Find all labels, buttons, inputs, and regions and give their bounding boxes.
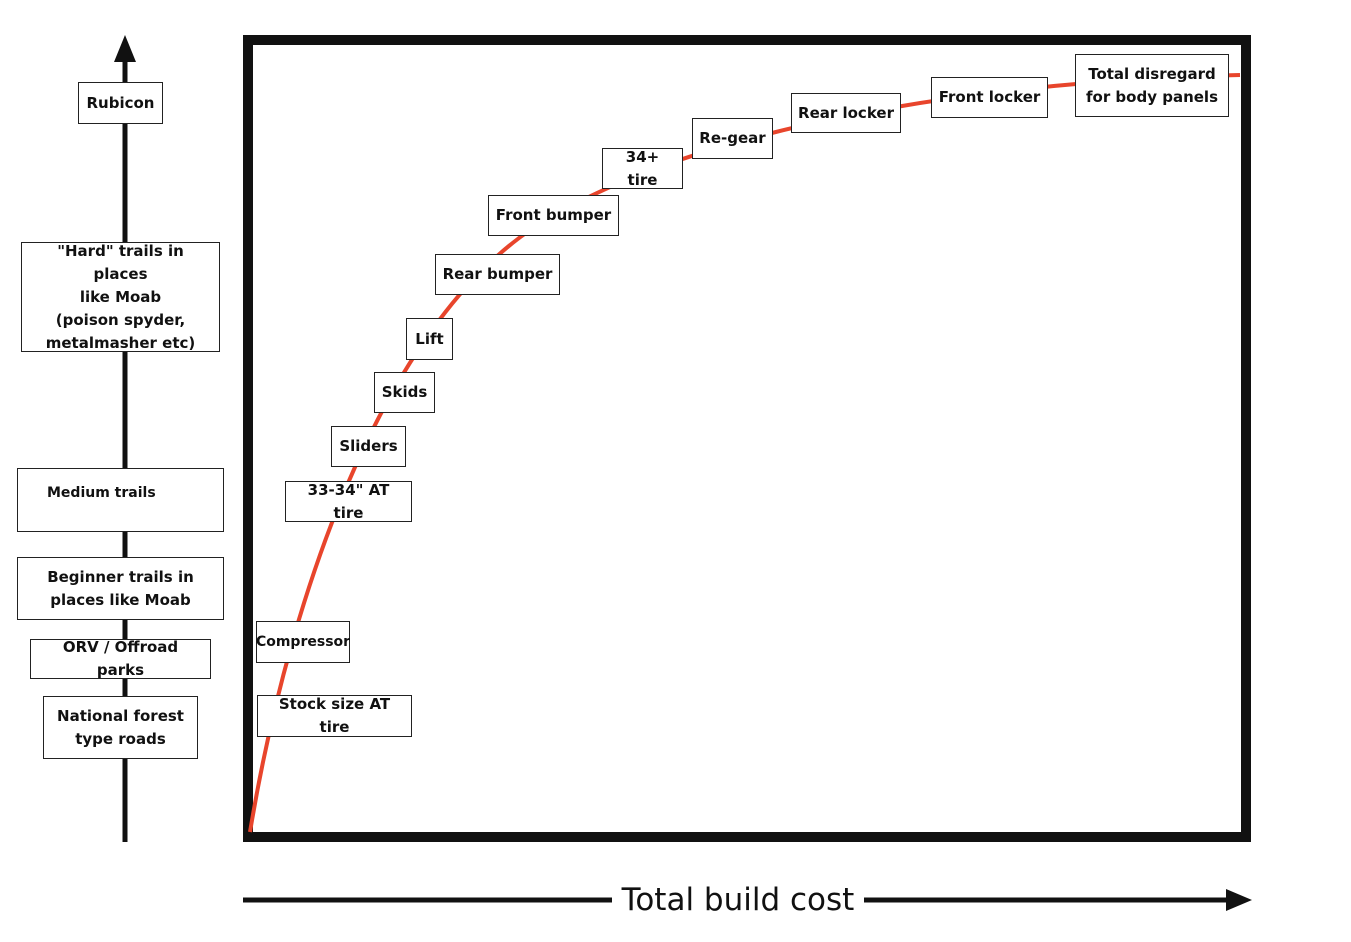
step-front-locker: Front locker (931, 77, 1048, 118)
level-rubicon: Rubicon (78, 82, 163, 124)
level-beginner-trails: Beginner trails in places like Moab (17, 557, 224, 620)
step-rear-locker: Rear locker (791, 93, 901, 133)
step-rear-bumper: Rear bumper (435, 254, 560, 295)
step-skids: Skids (374, 372, 435, 413)
step-stock-size-at-tire: Stock size AT tire (257, 695, 412, 737)
step-compressor: Compressor (256, 621, 350, 663)
level-hard-trails: "Hard" trails in places like Moab (poiso… (21, 242, 220, 352)
step-total-disregard-body-panels: Total disregard for body panels (1075, 54, 1229, 117)
plot-frame (243, 35, 1251, 842)
step-front-bumper: Front bumper (488, 195, 619, 236)
level-medium-trails: Medium trails (17, 468, 224, 532)
step-lift: Lift (406, 318, 453, 360)
level-national-forest-roads: National forest type roads (43, 696, 198, 759)
cost-axis-arrowhead (1226, 889, 1252, 911)
step-33-34-at-tire: 33-34" AT tire (285, 481, 412, 522)
step-34-plus-tire: 34+ tire (602, 148, 683, 189)
difficulty-axis-arrowhead (114, 35, 136, 62)
step-sliders: Sliders (331, 426, 406, 467)
cost-axis-label: Total build cost (612, 878, 864, 922)
step-re-gear: Re-gear (692, 118, 773, 159)
level-orv-offroad-parks: ORV / Offroad parks (30, 638, 211, 679)
